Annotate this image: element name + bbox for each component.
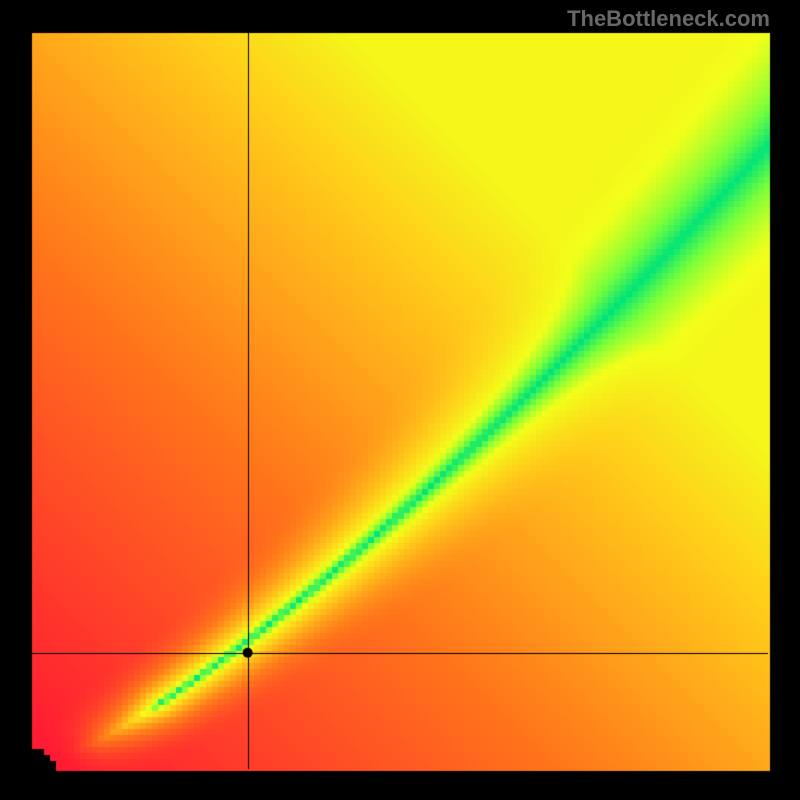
heatmap-canvas	[0, 0, 800, 800]
chart-container: { "canvas": { "width": 800, "height": 80…	[0, 0, 800, 800]
